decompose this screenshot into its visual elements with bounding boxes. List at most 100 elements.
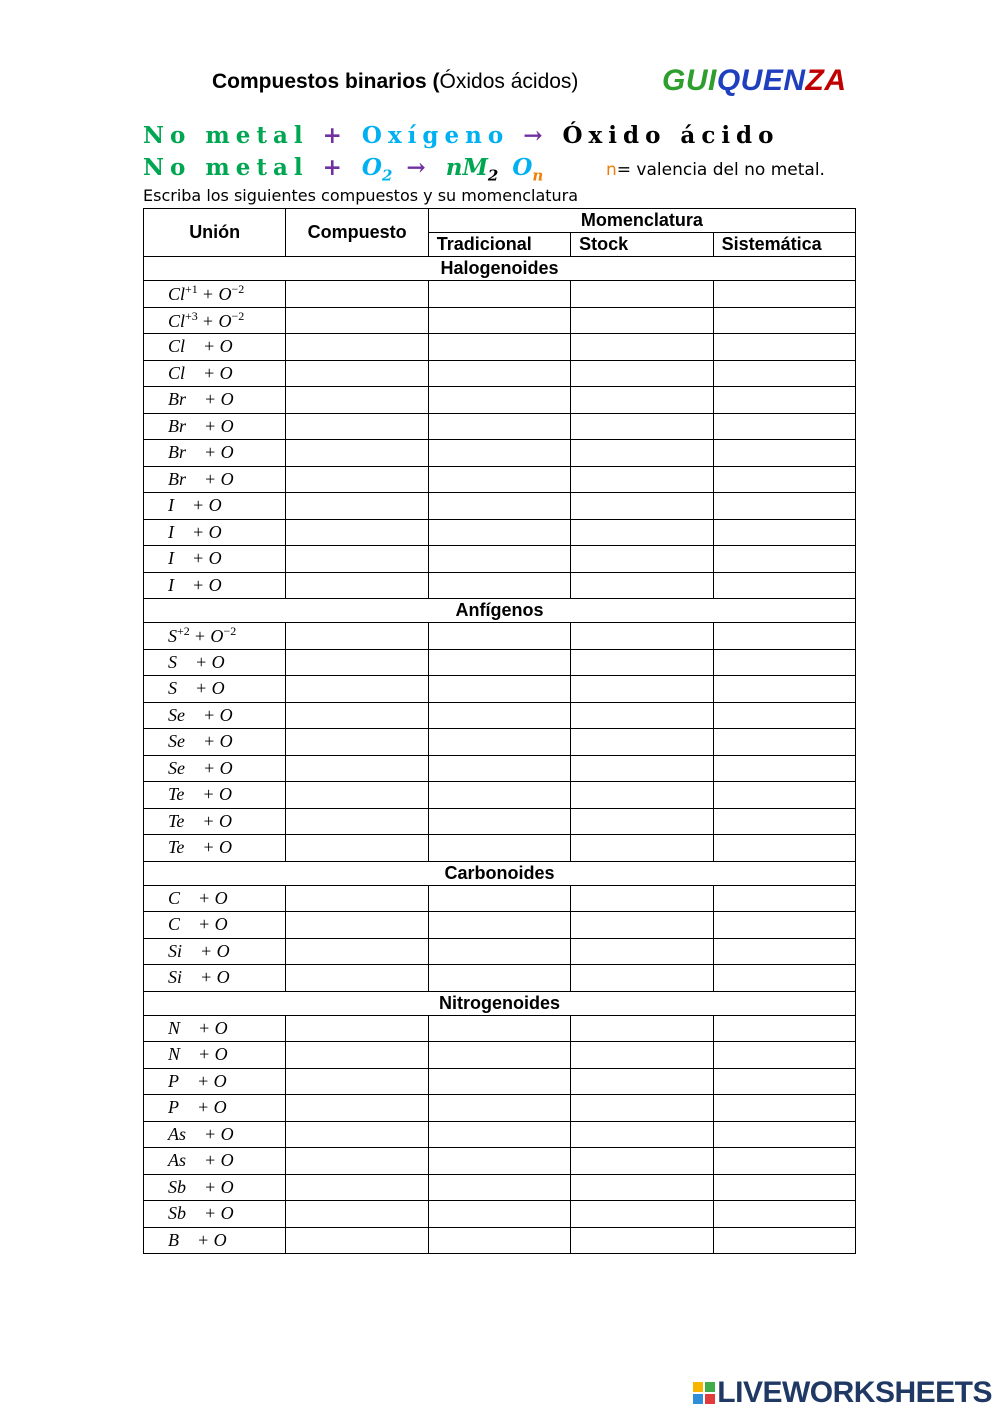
element: Se [168,704,185,725]
answer-cell [285,1120,429,1148]
answer-cell [427,412,572,440]
answer-cell [285,386,429,414]
answer-cell [427,1120,572,1148]
answer-cell [712,648,857,676]
answer-cell [712,545,857,573]
row: Si + O [142,937,857,965]
answer-cell [285,1067,429,1095]
answer-cell [427,571,572,599]
answer-cell [285,412,429,440]
answer-cell [427,1226,572,1254]
answer-cell [427,1014,572,1042]
oxygen: + O [202,784,233,805]
row: C + O [142,884,857,912]
row: Te + O [142,807,857,835]
formula-term: No metal [143,154,309,181]
oxygen: + O [203,757,233,778]
union-cell: Br + O [142,465,287,493]
row: P + O [142,1094,857,1122]
answer-cell [427,1094,572,1122]
oxygen: + O [204,1123,234,1144]
answer-cell [427,781,572,809]
answer-cell [570,333,714,361]
answer-cell [570,728,714,756]
logo [693,1382,716,1404]
oxygen: + O [204,1203,234,1224]
element: I [168,495,174,516]
oxygen: + O [202,837,233,858]
element: S [168,626,177,647]
oxygen: + O [203,731,233,752]
element: C [168,887,181,908]
header-row: Tradicional Stock Sistemática [144,232,857,257]
header-row: Unión Compuesto Momenclatura [142,208,857,257]
section-row: Nitrogenoides [143,990,856,1016]
answer-cell [427,675,572,703]
row: Te + O [142,781,857,809]
union-cell: Cl+3 + O−2 [142,306,287,334]
row: As + O [142,1120,857,1148]
row: Br + O [142,439,857,467]
answer-cell [712,937,857,965]
oxygen: + O [192,495,222,516]
subscript: 2 [487,166,499,185]
formula-op: + [322,122,348,149]
formula-op: → [406,154,432,181]
answer-cell [427,964,572,992]
answer-cell [427,807,572,835]
instruction: Escriba los siguientes compuestos y su m… [143,186,579,205]
answer-cell [285,964,429,992]
answer-cell [285,701,429,729]
row: N + O [142,1041,857,1069]
charge: −2 [223,624,237,639]
row: P + O [142,1067,857,1095]
element: C [168,914,181,935]
formula-term: No metal [143,122,309,149]
element: Se [168,731,185,752]
answer-cell [712,1041,857,1069]
row: Cl + O [142,359,857,387]
row: Br + O [142,465,857,493]
row: I + O [142,492,857,520]
answer-cell [285,439,429,467]
answer-cell [712,807,857,835]
answer-cell [712,280,857,308]
answer-cell [570,280,714,308]
table-body: Halogenoides Cl+1 + O−2 Cl+3 + O−2 Cl + O Cl + O… [142,256,857,1254]
answer-cell [427,1173,572,1201]
answer-cell [285,545,429,573]
union-cell: Cl+1 + O−2 [142,280,287,308]
column-header: Sistemática [712,232,857,257]
oxygen: + O [193,626,224,647]
union-cell: I + O [142,518,287,546]
oxygen: + O [204,468,234,489]
element: Cl [168,310,186,331]
answer-cell [570,1041,714,1069]
answer-cell [427,439,572,467]
answer-cell [285,648,429,676]
element: Br [168,415,186,436]
oxygen: + O [200,940,230,961]
oxygen: + O [197,1229,227,1250]
answer-cell [427,518,572,546]
answer-cell [285,333,429,361]
answer-cell [570,807,714,835]
row: Te + O [142,834,857,862]
answer-cell [285,807,429,835]
answer-cell [285,1200,429,1228]
row: Se + O [142,701,857,729]
answer-cell [570,648,714,676]
formula-term: O2 [362,154,392,185]
oxygen: + O [192,574,222,595]
row: I + O [142,545,857,573]
answer-cell [427,1147,572,1175]
answer-cell [427,545,572,573]
charge: +1 [185,282,198,297]
answer-cell [285,1226,429,1254]
formula-op: + [322,154,348,181]
answer-cell [712,465,857,493]
answer-cell [285,728,429,756]
element: I [168,548,174,569]
answer-cell [712,964,857,992]
oxygen: + O [202,810,233,831]
